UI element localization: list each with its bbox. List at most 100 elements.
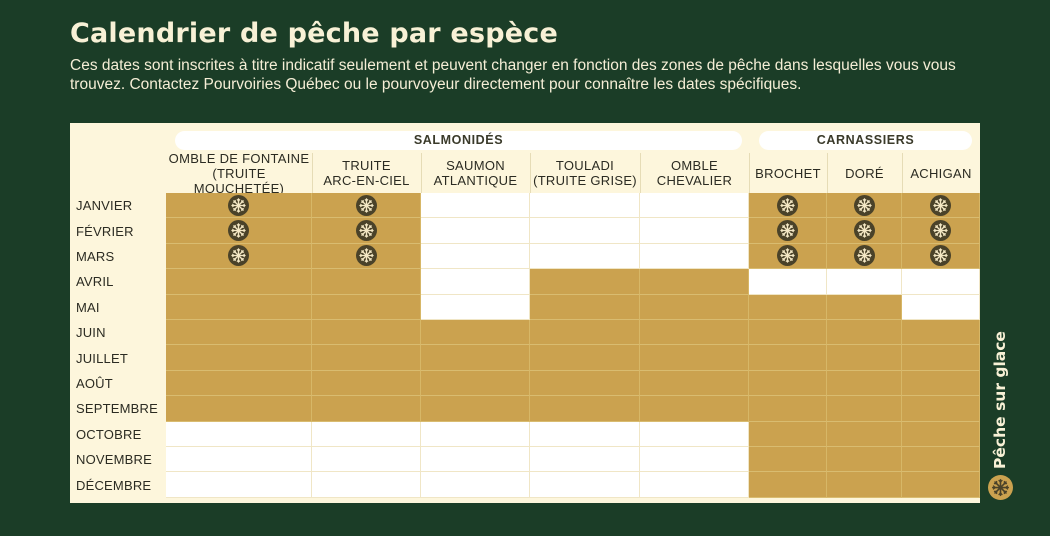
- cell-open-ice-fishing: [827, 193, 902, 219]
- cell-closed: [530, 218, 640, 244]
- group-salmonides-label: SALMONIDÉS: [175, 131, 742, 150]
- cell-closed: [421, 193, 530, 219]
- cell-closed: [421, 421, 530, 447]
- cell-closed: [421, 472, 530, 498]
- cell-open: [421, 396, 530, 422]
- month-label: NOVEMBRE: [76, 452, 153, 468]
- column-header: TRUITE ARC-EN-CIEL: [312, 153, 421, 193]
- cell-open-ice-fishing: [827, 218, 902, 244]
- species-name: DORÉ: [845, 165, 884, 181]
- cell-open: [312, 294, 421, 320]
- ice-fishing-legend: Pêche sur glace: [983, 330, 1017, 470]
- species-name: BROCHET: [755, 165, 821, 181]
- column-header: SAUMON ATLANTIQUE: [421, 153, 530, 193]
- cell-closed: [530, 421, 640, 447]
- column-header: ACHIGAN: [902, 153, 980, 193]
- cell-closed: [421, 447, 530, 473]
- cell-open: [312, 269, 421, 295]
- cell-open: [312, 320, 421, 346]
- cell-open: [530, 396, 640, 422]
- cell-open-ice-fishing: [312, 218, 421, 244]
- cell-open: [530, 345, 640, 371]
- snowflake-icon: [988, 475, 1013, 505]
- snowflake-icon: [355, 245, 377, 267]
- species-name-line2: (TRUITE MOUCHETÉE): [193, 165, 285, 196]
- column-header: BROCHET: [749, 153, 827, 193]
- cell-open: [749, 472, 827, 498]
- column-divider: [530, 153, 531, 193]
- cell-open: [827, 320, 902, 346]
- ice-fishing-legend-label: Pêche sur glace: [991, 331, 1009, 469]
- cell-open: [827, 447, 902, 473]
- cell-open-ice-fishing: [312, 193, 421, 219]
- cell-open: [749, 396, 827, 422]
- cell-closed: [827, 269, 902, 295]
- month-label: JANVIER: [76, 198, 133, 214]
- cell-closed: [640, 243, 749, 270]
- month-label: MARS: [76, 248, 115, 264]
- snowflake-icon: [853, 194, 875, 216]
- cell-open-ice-fishing: [902, 243, 980, 270]
- cell-open: [827, 345, 902, 371]
- snowflake-icon: [930, 245, 951, 267]
- column-divider: [902, 153, 903, 193]
- species-name-line2: ARC-EN-CIEL: [323, 173, 410, 188]
- cell-open: [421, 345, 530, 371]
- cell-closed: [530, 193, 640, 219]
- cell-open: [749, 345, 827, 371]
- cell-open: [827, 472, 902, 498]
- month-label: MAI: [76, 299, 100, 315]
- cell-closed: [312, 421, 421, 447]
- cell-open: [749, 320, 827, 346]
- cell-open: [312, 370, 421, 397]
- column-divider: [749, 153, 750, 193]
- cell-open: [902, 447, 980, 473]
- month-label: AOÛT: [76, 375, 113, 391]
- cell-closed: [640, 193, 749, 219]
- species-name: ACHIGAN: [910, 165, 972, 181]
- cell-closed: [166, 447, 312, 473]
- month-label: FÉVRIER: [76, 223, 134, 239]
- column-divider: [640, 153, 641, 193]
- species-name: OMBLE: [670, 158, 718, 173]
- cell-closed: [421, 269, 530, 295]
- column-header: DORÉ: [827, 153, 902, 193]
- month-label: OCTOBRE: [76, 426, 142, 442]
- cell-open-ice-fishing: [166, 243, 312, 270]
- cell-open: [166, 370, 312, 397]
- cell-closed: [640, 447, 749, 473]
- column-divider: [421, 153, 422, 193]
- cell-closed: [530, 472, 640, 498]
- cell-open: [749, 421, 827, 447]
- cell-open: [312, 396, 421, 422]
- cell-open: [640, 294, 749, 320]
- cell-open: [902, 396, 980, 422]
- snowflake-icon: [228, 194, 249, 216]
- cell-open-ice-fishing: [166, 193, 312, 219]
- cell-open-ice-fishing: [166, 218, 312, 244]
- column-header: TOULADI (TRUITE GRISE): [530, 153, 640, 193]
- intro-text: Ces dates sont inscrites à titre indicat…: [70, 57, 956, 93]
- cell-open: [530, 320, 640, 346]
- cell-open-ice-fishing: [749, 243, 827, 270]
- snowflake-icon: [228, 245, 249, 267]
- cell-open: [640, 370, 749, 397]
- snowflake-icon: [930, 220, 951, 242]
- cell-open-ice-fishing: [827, 243, 902, 270]
- month-label: AVRIL: [76, 274, 114, 290]
- species-name: TRUITE: [342, 158, 391, 173]
- cell-open: [312, 345, 421, 371]
- cell-open: [827, 370, 902, 397]
- species-name: SAUMON: [446, 158, 505, 173]
- group-carnassiers-label: CARNASSIERS: [759, 131, 972, 150]
- cell-closed: [640, 218, 749, 244]
- cell-closed: [640, 421, 749, 447]
- cell-open-ice-fishing: [312, 243, 421, 270]
- species-name: OMBLE DE FONTAINE: [168, 150, 310, 166]
- column-header: OMBLE DE FONTAINE (TRUITE MOUCHETÉE): [166, 150, 312, 196]
- page-title: Calendrier de pêche par espèce: [70, 18, 558, 49]
- snowflake-icon: [228, 220, 249, 242]
- cell-closed: [902, 269, 980, 295]
- cell-open: [749, 370, 827, 397]
- cell-open: [640, 345, 749, 371]
